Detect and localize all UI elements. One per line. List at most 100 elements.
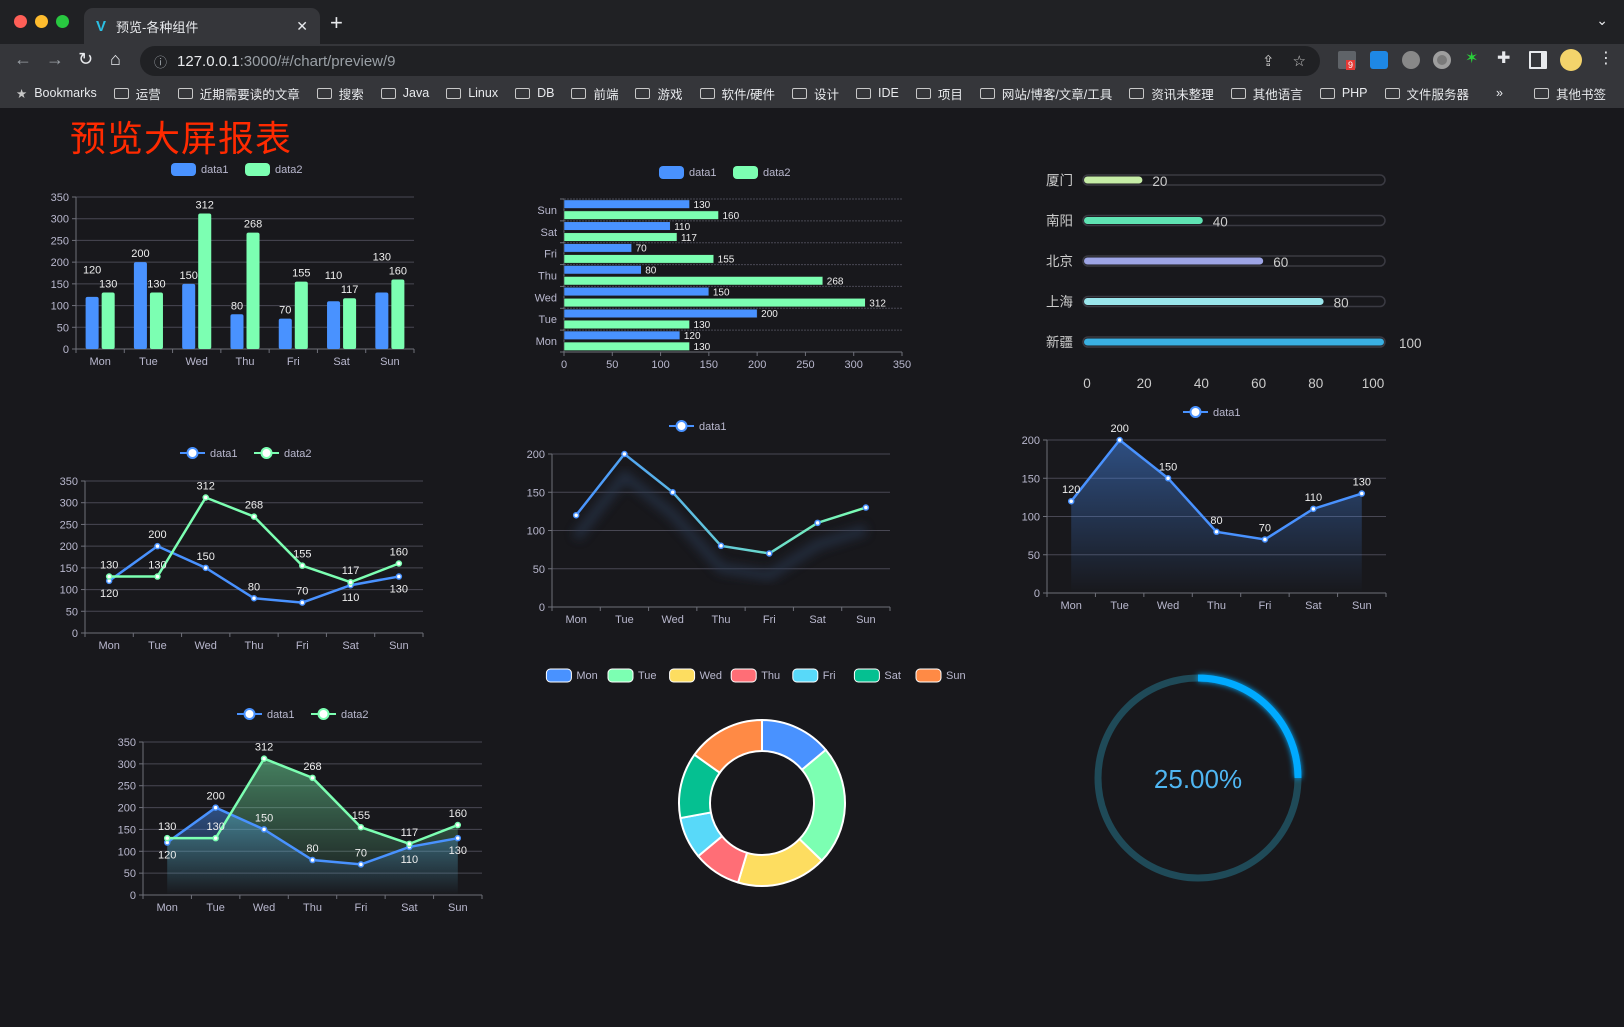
- progress-bar[interactable]: [1084, 257, 1264, 265]
- star-extension-icon[interactable]: ✶: [1465, 50, 1479, 67]
- bookmarks-star[interactable]: ★ Bookmarks: [16, 86, 97, 101]
- legend-item[interactable]: data2: [311, 708, 369, 721]
- address-bar[interactable]: ⓘ 127.0.0.1:3000/#/chart/preview/9 ⇪ ☆: [140, 46, 1320, 76]
- data-point[interactable]: [862, 504, 870, 511]
- data-point[interactable]: [454, 834, 462, 842]
- bar[interactable]: [246, 232, 260, 349]
- close-tab-icon[interactable]: ✕: [296, 17, 308, 34]
- bar[interactable]: [563, 265, 642, 275]
- data-point[interactable]: [454, 821, 462, 829]
- data-point[interactable]: [766, 550, 773, 557]
- bar[interactable]: [563, 298, 866, 308]
- legend-item[interactable]: data1: [1183, 406, 1241, 419]
- data-point[interactable]: [309, 856, 316, 864]
- data-point[interactable]: [260, 826, 268, 833]
- new-tab-button[interactable]: +: [330, 10, 343, 35]
- data-point[interactable]: [572, 511, 580, 519]
- bookmark-folder[interactable]: 资讯未整理: [1129, 84, 1214, 103]
- bar[interactable]: [327, 301, 341, 349]
- tab-search-chevron-icon[interactable]: ⌄: [1596, 12, 1608, 28]
- data-point[interactable]: [621, 450, 628, 458]
- share-icon[interactable]: ⇪: [1261, 53, 1275, 70]
- data-point[interactable]: [717, 542, 725, 550]
- progress-bar[interactable]: [1084, 298, 1324, 305]
- bar[interactable]: [198, 213, 212, 349]
- green-dot-extension-icon[interactable]: [1433, 51, 1451, 69]
- browser-tab[interactable]: V 预览-各种组件 ✕: [84, 8, 320, 44]
- data-point[interactable]: [154, 542, 161, 550]
- donut-slice[interactable]: [693, 719, 763, 774]
- bar[interactable]: [182, 283, 196, 349]
- data-point[interactable]: [202, 564, 209, 572]
- data-point[interactable]: [212, 804, 219, 811]
- side-panel-icon[interactable]: [1529, 51, 1547, 69]
- data-point[interactable]: [357, 823, 365, 831]
- bar[interactable]: [563, 243, 632, 253]
- diamond-extension-icon[interactable]: [1370, 51, 1388, 69]
- legend-item[interactable]: Sat: [853, 668, 901, 683]
- legend-item[interactable]: data2: [733, 166, 791, 179]
- bookmark-folder[interactable]: 游戏: [635, 84, 683, 103]
- bar[interactable]: [563, 221, 671, 231]
- data-point[interactable]: [250, 595, 258, 602]
- data-point[interactable]: [395, 573, 403, 580]
- bar[interactable]: [563, 287, 710, 297]
- legend-item[interactable]: data1: [237, 708, 295, 721]
- bar[interactable]: [85, 296, 99, 349]
- legend-item[interactable]: Thu: [730, 668, 780, 683]
- data-point[interactable]: [154, 573, 161, 580]
- legend-item[interactable]: data2: [245, 163, 303, 176]
- maximize-window-button[interactable]: [56, 15, 69, 28]
- bookmark-folder[interactable]: 文件服务器: [1384, 84, 1469, 103]
- data-point[interactable]: [1261, 536, 1269, 543]
- data-point[interactable]: [299, 562, 306, 569]
- bar[interactable]: [563, 308, 758, 318]
- bookmark-folder[interactable]: 网站/博客/文章/工具: [979, 84, 1112, 103]
- bar[interactable]: [375, 292, 389, 349]
- bar[interactable]: [563, 210, 719, 220]
- bookmark-folder[interactable]: DB: [515, 86, 554, 100]
- data-point[interactable]: [406, 840, 413, 848]
- legend-item[interactable]: data1: [180, 447, 238, 460]
- legend-item[interactable]: Sun: [915, 668, 966, 683]
- legend-item[interactable]: data1: [171, 163, 229, 176]
- bar[interactable]: [343, 298, 357, 349]
- extension-icon[interactable]: 9: [1338, 51, 1356, 70]
- close-window-button[interactable]: [14, 15, 27, 28]
- command-extension-icon[interactable]: [1402, 51, 1420, 69]
- bookmark-folder[interactable]: 项目: [915, 84, 963, 103]
- data-point[interactable]: [395, 560, 403, 567]
- back-arrow-icon[interactable]: ←: [14, 49, 32, 69]
- data-point[interactable]: [163, 834, 171, 842]
- bar[interactable]: [563, 319, 690, 329]
- data-point[interactable]: [212, 834, 219, 842]
- info-icon[interactable]: ⓘ: [154, 54, 168, 70]
- bookmark-folder[interactable]: Linux: [446, 86, 498, 100]
- bar[interactable]: [230, 314, 244, 349]
- data-point[interactable]: [309, 774, 316, 782]
- bookmark-folder[interactable]: Java: [380, 86, 429, 100]
- data-point[interactable]: [1164, 475, 1172, 482]
- data-point[interactable]: [299, 599, 306, 606]
- other-bookmarks[interactable]: 其他书签: [1533, 84, 1606, 103]
- bookmark-folder[interactable]: IDE: [856, 86, 899, 100]
- bar[interactable]: [563, 232, 678, 242]
- profile-avatar[interactable]: [1560, 49, 1582, 71]
- bar[interactable]: [278, 318, 292, 349]
- home-icon[interactable]: ⌂: [110, 49, 121, 69]
- data-point[interactable]: [202, 494, 209, 501]
- data-point[interactable]: [260, 755, 268, 762]
- menu-kebab-icon[interactable]: ⋮: [1598, 50, 1614, 67]
- bar[interactable]: [149, 292, 163, 349]
- bar[interactable]: [391, 279, 405, 349]
- bookmark-folder[interactable]: 搜索: [316, 84, 364, 103]
- legend-item[interactable]: Fri: [792, 668, 836, 683]
- bookmark-folder[interactable]: 运营: [113, 84, 161, 103]
- progress-bar[interactable]: [1084, 338, 1384, 346]
- reload-icon[interactable]: ↻: [78, 49, 94, 69]
- legend-item[interactable]: data1: [659, 166, 717, 179]
- legend-item[interactable]: data2: [254, 447, 312, 460]
- progress-bar[interactable]: [1084, 217, 1203, 224]
- forward-arrow-icon[interactable]: →: [46, 49, 64, 69]
- bar[interactable]: [563, 330, 681, 340]
